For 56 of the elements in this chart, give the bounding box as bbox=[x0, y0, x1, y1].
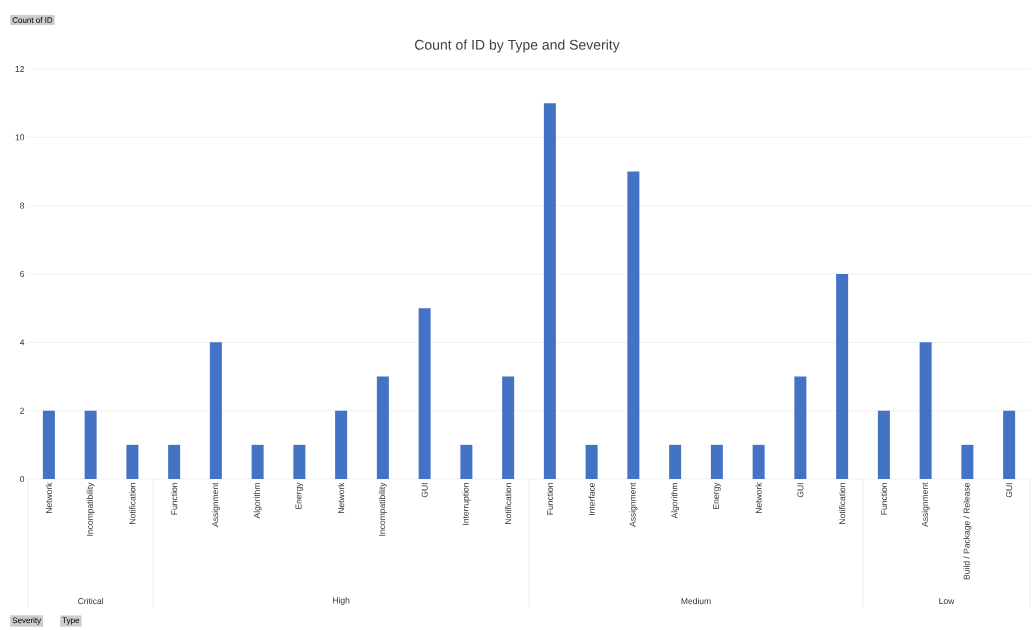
x-tick-label: Incompatibility bbox=[378, 482, 387, 536]
x-tick-label: Energy bbox=[295, 482, 304, 509]
x-tick-label: Assignment bbox=[921, 482, 930, 527]
bar bbox=[752, 444, 765, 480]
y-tick-label: 6 bbox=[20, 271, 25, 278]
x-tick-label: Algorithm bbox=[671, 483, 680, 519]
x-tick-label: Network bbox=[45, 482, 52, 514]
bar bbox=[376, 376, 389, 480]
x-tick-label: Interruption bbox=[462, 483, 471, 525]
bar bbox=[335, 410, 348, 480]
y-tick-label: 4 bbox=[19, 339, 25, 346]
x-tick-label: GUI bbox=[1006, 483, 1013, 498]
y-tick-label: 8 bbox=[20, 202, 25, 209]
bar bbox=[710, 444, 723, 480]
bar bbox=[627, 171, 640, 480]
bar bbox=[502, 376, 515, 480]
bar bbox=[794, 376, 807, 480]
x-tick-label: Function bbox=[546, 483, 553, 515]
x-tick-label: Incompatibility bbox=[86, 482, 95, 536]
x-tick-label: Build / Package / Release bbox=[963, 482, 972, 580]
text: Count of ID by Type and Severity bbox=[414, 39, 620, 53]
x-axis-title: Low bbox=[939, 598, 955, 604]
x-tick-label: Algorithm bbox=[253, 483, 262, 519]
y-tick-label: 0 bbox=[20, 476, 25, 483]
y-tick-label: 2 bbox=[20, 407, 25, 414]
x-tick-label: Network bbox=[755, 482, 762, 514]
x-tick-label: Energy bbox=[713, 482, 721, 509]
x-tick-label: Function bbox=[171, 483, 178, 515]
x-axis-title: Critical bbox=[78, 597, 104, 605]
text: Type bbox=[62, 617, 80, 625]
text: Count of ID bbox=[12, 17, 53, 23]
y-tick-label: 10 bbox=[15, 134, 25, 141]
bar bbox=[460, 444, 473, 480]
text: Severity bbox=[12, 617, 42, 625]
x-tick-label: Notification bbox=[505, 483, 512, 524]
bar bbox=[585, 444, 598, 480]
bar bbox=[251, 444, 264, 480]
x-axis-title: High bbox=[333, 597, 350, 605]
bar bbox=[836, 274, 849, 480]
bar bbox=[209, 342, 222, 480]
x-tick-label: Function bbox=[880, 483, 887, 515]
x-tick-label: Notification bbox=[839, 483, 846, 524]
bar bbox=[168, 444, 181, 480]
bar bbox=[543, 103, 556, 480]
x-tick-label: Assignment bbox=[211, 482, 220, 527]
bar bbox=[293, 444, 306, 480]
x-tick-label: GUI bbox=[797, 483, 804, 498]
bar bbox=[669, 444, 682, 480]
x-tick-label: Assignment bbox=[629, 482, 638, 527]
bar bbox=[418, 308, 431, 480]
x-tick-label: Notification bbox=[129, 483, 136, 524]
x-axis-title: Medium bbox=[681, 597, 711, 605]
y-tick-label: 12 bbox=[15, 66, 25, 72]
x-tick-label: GUI bbox=[421, 483, 428, 498]
x-tick-label: Network bbox=[338, 482, 345, 514]
x-tick-label: Interface bbox=[588, 482, 595, 515]
